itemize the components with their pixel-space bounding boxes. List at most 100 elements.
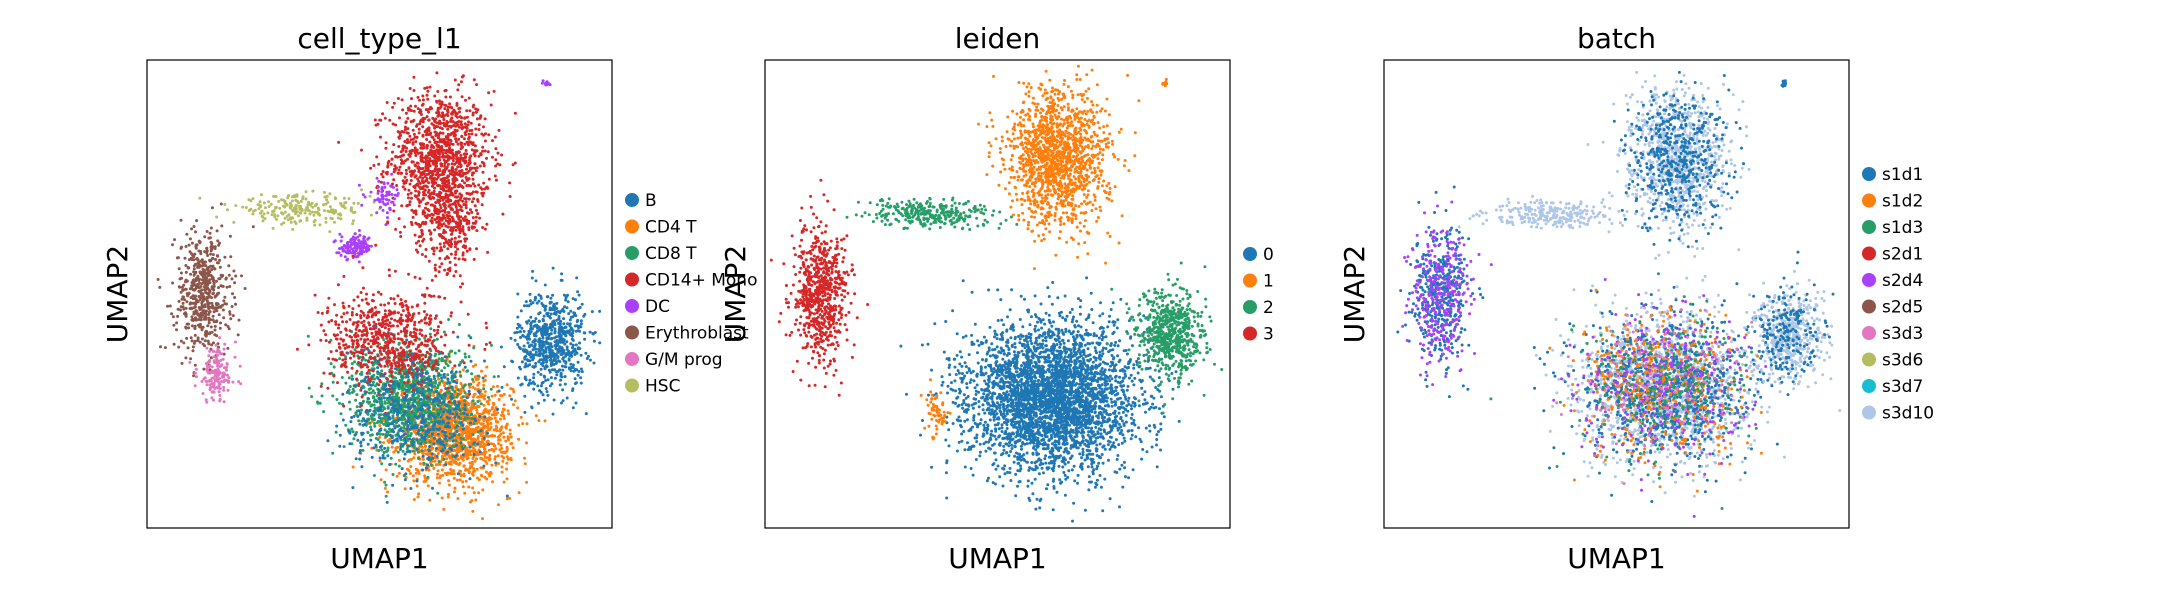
data-point	[578, 329, 582, 333]
data-point	[198, 281, 202, 285]
data-point	[478, 445, 482, 449]
data-point	[525, 441, 528, 445]
data-point	[325, 194, 329, 198]
data-point	[202, 367, 206, 371]
data-point	[489, 426, 493, 429]
data-point	[380, 462, 384, 466]
data-point	[222, 372, 226, 375]
data-point	[435, 246, 439, 250]
data-point	[454, 189, 457, 193]
data-point	[468, 248, 472, 251]
data-point	[458, 162, 462, 166]
data-point	[447, 483, 451, 487]
data-point	[360, 408, 363, 412]
data-point	[430, 221, 434, 225]
data-point	[499, 432, 503, 436]
cluster-1	[393, 164, 505, 286]
data-point	[203, 235, 207, 239]
data-point	[193, 311, 197, 315]
data-point	[421, 181, 425, 185]
data-point	[388, 206, 392, 210]
data-point	[529, 315, 533, 319]
data-point	[538, 337, 542, 341]
data-point	[492, 410, 496, 414]
data-point	[523, 348, 527, 352]
data-point	[443, 170, 447, 174]
data-point	[423, 444, 427, 448]
data-point	[205, 400, 209, 404]
data-point	[463, 161, 467, 165]
data-point	[408, 182, 412, 186]
data-point	[461, 282, 464, 286]
data-point	[440, 262, 444, 266]
data-point	[541, 348, 545, 352]
data-point	[483, 374, 487, 378]
data-point	[375, 155, 379, 159]
data-point	[471, 486, 475, 490]
data-point	[478, 216, 482, 220]
data-point	[208, 231, 212, 235]
data-point	[502, 408, 506, 412]
data-point	[459, 382, 463, 385]
data-point	[454, 270, 458, 273]
data-point	[420, 229, 424, 233]
data-point	[509, 387, 513, 391]
data-point	[198, 298, 202, 302]
data-point	[434, 160, 438, 164]
data-point	[434, 463, 438, 467]
data-point	[455, 157, 459, 161]
data-point	[207, 318, 211, 322]
data-point	[454, 205, 458, 209]
data-point	[452, 180, 456, 184]
data-point	[339, 412, 343, 416]
data-point	[353, 241, 357, 245]
data-point	[479, 456, 483, 460]
data-point	[463, 444, 467, 448]
data-point	[531, 269, 535, 273]
data-point	[432, 162, 436, 166]
data-point	[519, 309, 523, 313]
data-point	[411, 142, 415, 146]
data-point	[508, 195, 512, 198]
data-point	[325, 198, 329, 202]
data-point	[407, 108, 411, 112]
data-point	[297, 201, 300, 205]
data-point	[431, 159, 435, 163]
data-point	[209, 356, 213, 360]
data-point	[469, 408, 472, 412]
data-point	[222, 299, 226, 303]
data-point	[418, 181, 422, 185]
data-point	[384, 223, 388, 227]
data-point	[207, 321, 211, 325]
data-point	[481, 488, 485, 492]
data-point	[287, 194, 290, 198]
data-point	[457, 203, 461, 207]
data-point	[405, 138, 409, 142]
data-point	[550, 337, 554, 341]
data-point	[456, 165, 460, 169]
data-point	[496, 151, 500, 155]
data-point	[570, 351, 574, 354]
data-point	[218, 387, 222, 391]
data-point	[415, 182, 419, 186]
data-point	[435, 143, 439, 147]
data-point	[172, 342, 176, 346]
data-point	[308, 209, 312, 213]
data-point	[182, 341, 186, 345]
data-point	[443, 257, 447, 261]
data-point	[217, 390, 221, 394]
data-point	[391, 150, 394, 154]
data-point	[577, 293, 581, 297]
data-point	[420, 103, 424, 107]
data-point	[249, 207, 253, 211]
data-point	[551, 293, 555, 297]
data-point	[584, 351, 588, 355]
data-point	[215, 279, 218, 283]
data-point	[225, 285, 229, 289]
data-point	[500, 470, 504, 474]
data-point	[393, 197, 396, 201]
data-point	[383, 185, 387, 189]
data-point	[381, 170, 385, 173]
data-point	[476, 425, 480, 429]
data-point	[449, 462, 453, 466]
